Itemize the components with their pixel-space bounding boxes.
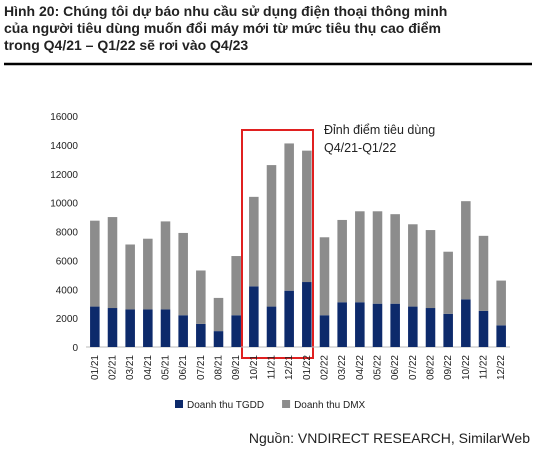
bar-segment [178,315,188,347]
bar-segment [496,280,506,326]
y-tick-label: 16000 [50,112,78,123]
bar-segment [196,323,206,347]
bar-segment [125,309,135,347]
bar-segment [390,303,400,347]
bar-segment [107,308,118,347]
x-tick-label: 12/21 [284,355,295,380]
bar-segment [143,309,153,347]
x-tick-label: 03/22 [337,355,348,380]
y-tick-label: 4000 [56,285,79,296]
bar-segment [443,251,453,314]
legend-label: Doanh thu DMX [294,400,365,411]
bar-segment [302,282,312,347]
bar-segment [266,306,277,347]
bar-segment [372,303,383,347]
x-tick-label: 08/22 [426,355,437,380]
bar-segment [249,286,259,347]
x-tick-label: 07/21 [196,355,207,380]
bar-segment [160,309,171,347]
legend-swatch [282,400,291,408]
bar-segment [107,217,118,309]
bar-segment [408,306,418,347]
y-tick-label: 2000 [56,314,79,325]
title-line: Hình 20: Chúng tôi dự báo nhu cầu sử dụn… [4,3,447,19]
bar-segment [213,331,224,347]
highlight-box [241,129,314,359]
bar-segment [125,244,135,310]
bar-segment [478,310,489,347]
bar-segment [478,235,489,311]
bar-segment [196,270,206,324]
x-tick-label: 08/21 [214,355,225,380]
x-tick-label: 11/22 [479,355,490,380]
bar-segment [461,201,471,300]
bar-segment [284,143,294,291]
x-tick-label: 05/22 [373,355,384,380]
bar-segment [496,325,506,347]
bar-segment [461,299,471,347]
y-tick-label: 12000 [50,170,78,181]
title-line: trong Q4/21 – Q1/22 sẽ rơi vào Q4/23 [4,37,248,53]
x-tick-label: 02/22 [320,355,331,380]
bar-segment [443,313,453,347]
x-tick-label: 12/22 [496,355,507,380]
bar-segment [355,211,365,303]
bar-segment [319,237,330,316]
bar-segment [355,302,365,347]
annotation: Q4/21-Q1/22 [324,141,396,155]
x-tick-label: 03/21 [125,355,136,380]
x-tick-label: 05/21 [161,355,172,380]
annotation: Đỉnh điểm tiêu dùng [324,123,435,137]
bar-segment [231,315,241,347]
bar-segment [425,308,436,347]
y-tick-label: 14000 [50,141,78,152]
y-tick-label: 10000 [50,199,78,210]
bar-segment [213,297,224,332]
bar-segment [408,224,418,307]
x-tick-label: 09/22 [443,355,454,380]
x-tick-label: 06/22 [390,355,401,380]
y-tick-label: 0 [72,343,78,354]
bar-segment [425,230,436,309]
bar-segment [249,196,259,287]
y-tick-label: 8000 [56,228,79,239]
bar-segment [284,290,294,347]
bar-segment [390,214,400,304]
x-tick-label: 10/22 [461,355,472,380]
bar-segment [160,221,171,310]
bar-segment [231,256,241,316]
x-tick-label: 06/21 [178,355,189,380]
x-tick-label: 04/22 [355,355,366,380]
bar-segment [372,211,383,304]
x-tick-label: 07/22 [408,355,419,380]
bar-segment [337,219,347,303]
bar-segment [266,165,277,307]
x-tick-label: 09/21 [231,355,242,380]
bar-segment [178,232,188,316]
x-tick-label: 10/21 [249,355,260,380]
x-tick-label: 01/22 [302,355,313,380]
x-tick-label: 04/21 [143,355,154,380]
x-tick-label: 01/21 [90,355,101,380]
bar-segment [90,220,100,307]
bar-segment [319,315,330,347]
bar-segment [337,302,347,347]
x-tick-label: 02/21 [108,355,119,380]
title-line: của người tiêu dùng muốn đổi máy mới từ … [4,20,441,36]
bar-segment [302,150,312,283]
x-tick-label: 11/21 [267,355,278,380]
legend-swatch [175,400,183,408]
bar-segment [90,306,100,347]
bar-segment [143,238,153,310]
legend-label: Doanh thu TGDD [187,400,264,411]
source: Nguồn: VNDIRECT RESEARCH, SimilarWeb [249,430,530,446]
y-tick-label: 6000 [56,256,79,267]
